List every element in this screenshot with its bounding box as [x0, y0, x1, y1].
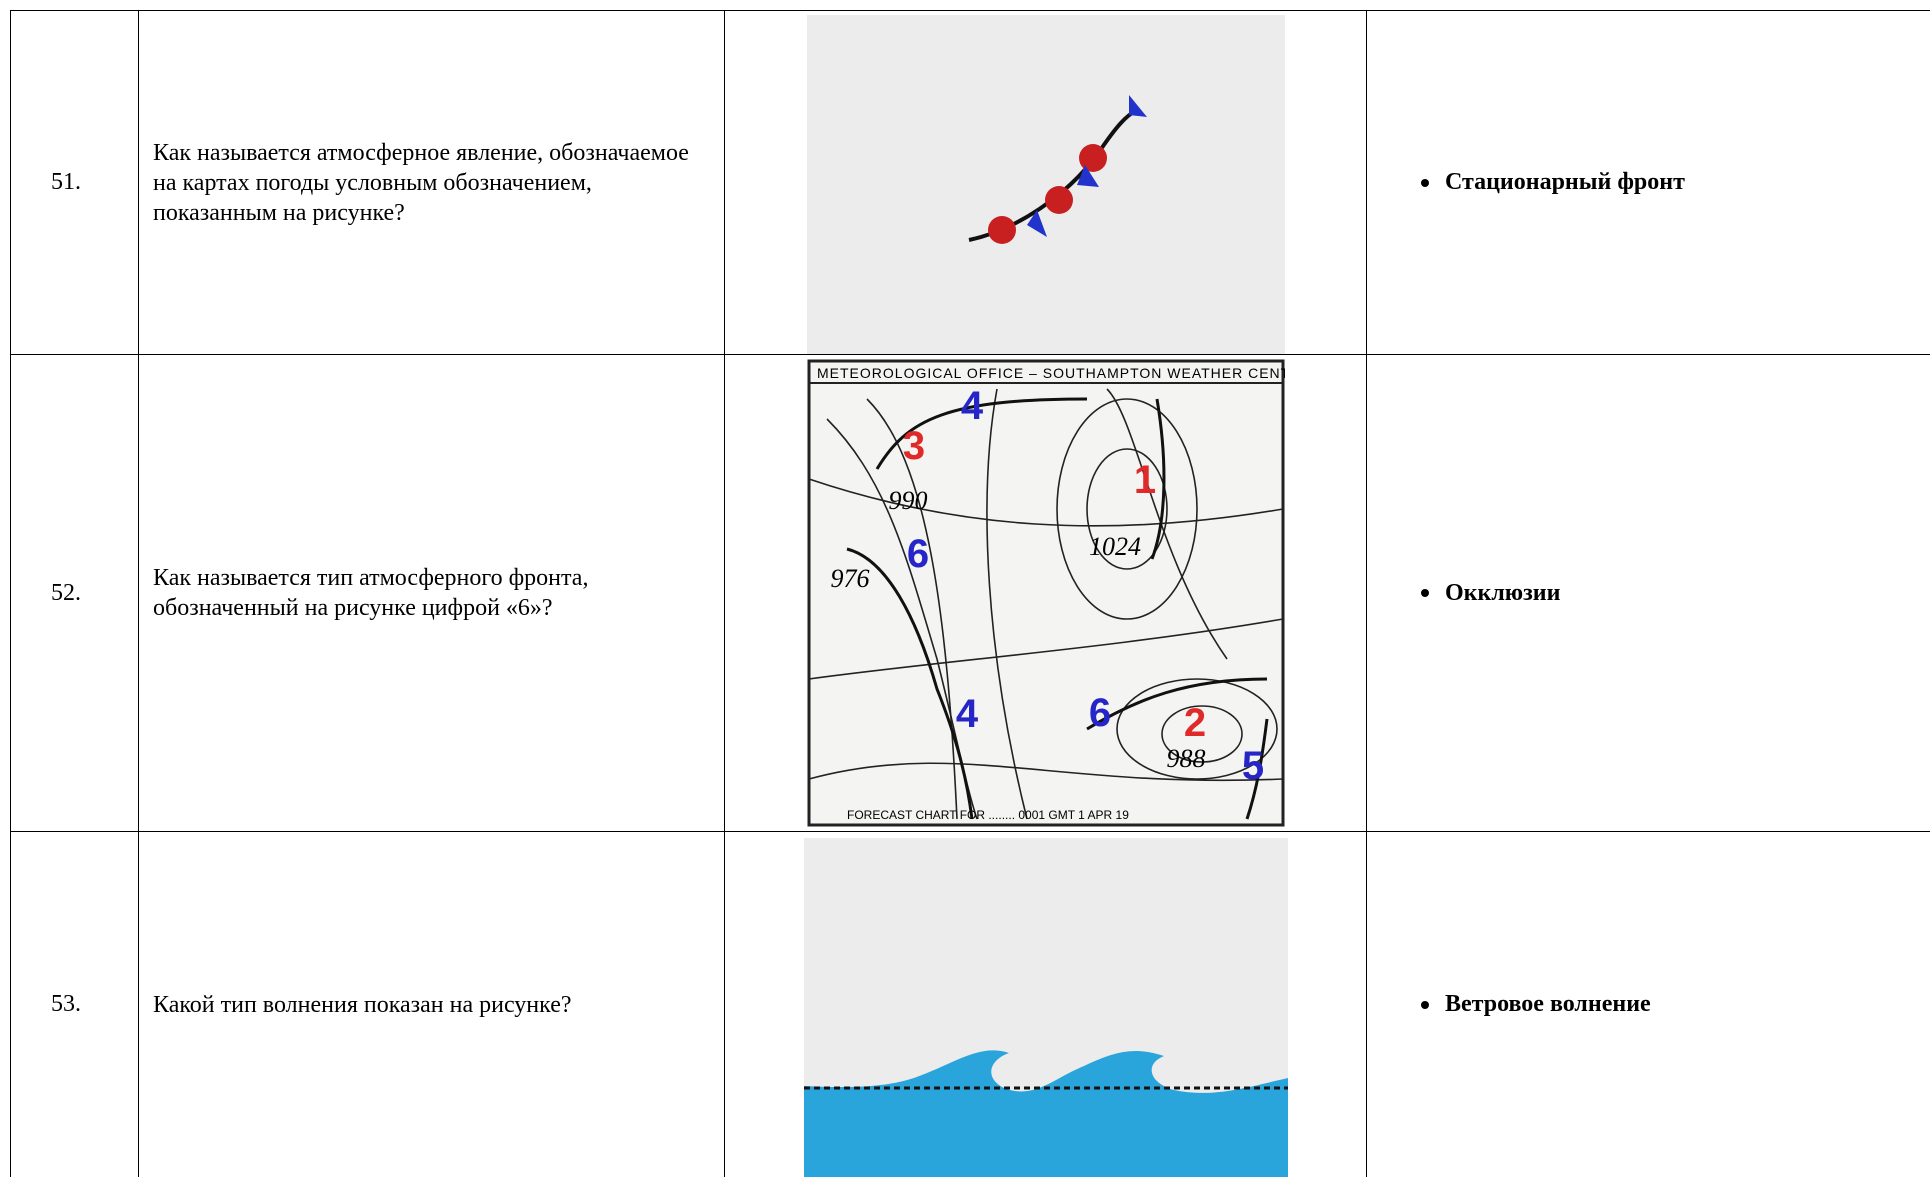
- row-number: 51.: [10, 10, 138, 354]
- question: Как называется тип атмосферного фронта, …: [138, 354, 724, 831]
- row-number: 52.: [10, 354, 138, 831]
- pressure-label: 990: [888, 486, 927, 515]
- answer: Стационарный фронт: [1366, 10, 1930, 354]
- figure-cell: METEOROLOGICAL OFFICE – SOUTHAMPTON WEAT…: [724, 354, 1366, 831]
- answer: Ветровое волнение: [1366, 831, 1930, 1177]
- front-number: 6: [906, 532, 928, 576]
- weather-map: METEOROLOGICAL OFFICE – SOUTHAMPTON WEAT…: [807, 359, 1285, 827]
- answer: Окклюзии: [1366, 354, 1930, 831]
- stationary-front-figure: [806, 15, 1285, 355]
- front-number: 1: [1133, 458, 1155, 502]
- front-number: 6: [1088, 691, 1110, 735]
- pressure-label: 988: [1166, 744, 1205, 773]
- wind-wave-figure: [803, 838, 1288, 1177]
- front-number: 3: [902, 424, 924, 468]
- row-number: 53.: [10, 831, 138, 1177]
- figure-cell: [724, 831, 1366, 1177]
- map-header: METEOROLOGICAL OFFICE – SOUTHAMPTON WEAT…: [817, 365, 1285, 381]
- map-footer: FORECAST CHART FOR ........ 0001 GMT 1 A…: [847, 808, 1129, 822]
- front-number: 2: [1183, 701, 1205, 745]
- question: Как называется атмосферное явление, обоз…: [138, 10, 724, 354]
- figure-cell: [724, 10, 1366, 355]
- front-number: 4: [960, 384, 983, 428]
- front-number: 4: [955, 692, 978, 736]
- pressure-label: 976: [830, 564, 869, 593]
- front-number: 5: [1241, 744, 1263, 788]
- pressure-label: 1024: [1089, 532, 1141, 561]
- question: Какой тип волнения показан на рисунке?: [138, 831, 724, 1177]
- question-table: 51. Как называется атмосферное явление, …: [10, 10, 1930, 1177]
